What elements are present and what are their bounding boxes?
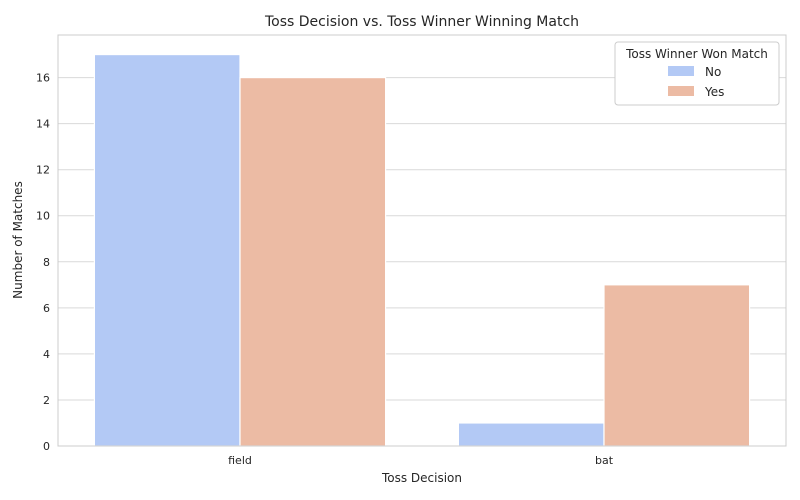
y-ticks: 0 2 4 6 8 10 12 14 16 bbox=[36, 72, 50, 453]
bar-no-bat bbox=[457, 422, 605, 447]
plot-frame bbox=[57, 34, 787, 447]
y-tick-label: 16 bbox=[36, 72, 50, 85]
bar-yes-bat bbox=[603, 284, 751, 447]
x-tick-label: field bbox=[228, 454, 252, 467]
bar-no-field bbox=[93, 53, 241, 447]
y-tick-label: 8 bbox=[43, 256, 50, 269]
legend-label: No bbox=[705, 65, 721, 79]
x-tick-label: bat bbox=[595, 454, 614, 467]
legend: Toss Winner Won Match No Yes bbox=[614, 41, 780, 106]
y-tick-label: 12 bbox=[36, 164, 50, 177]
x-ticks: field bat bbox=[228, 454, 614, 467]
legend-swatch bbox=[668, 86, 694, 96]
bar-yes-field bbox=[239, 76, 387, 447]
y-axis-label: Number of Matches bbox=[11, 181, 25, 299]
y-tick-label: 6 bbox=[43, 302, 50, 315]
y-tick-label: 14 bbox=[36, 118, 50, 131]
y-tick-label: 0 bbox=[43, 440, 50, 453]
legend-swatch bbox=[668, 66, 694, 76]
y-tick-label: 4 bbox=[43, 348, 50, 361]
x-axis-label: Toss Decision bbox=[381, 471, 462, 485]
y-tick-label: 2 bbox=[43, 394, 50, 407]
chart-title: Toss Decision vs. Toss Winner Winning Ma… bbox=[264, 14, 579, 30]
legend-label: Yes bbox=[704, 85, 724, 99]
legend-box bbox=[614, 41, 780, 106]
y-tick-label: 10 bbox=[36, 210, 50, 223]
legend-title: Toss Winner Won Match bbox=[625, 47, 768, 61]
bars bbox=[93, 53, 751, 447]
